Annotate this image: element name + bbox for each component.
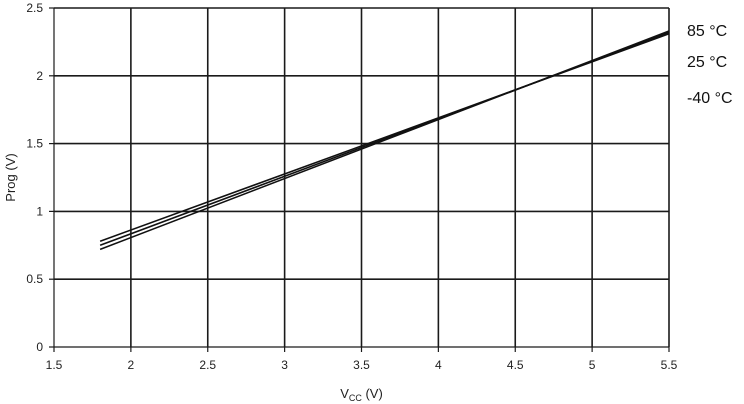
y-tick-label: 0.5 [26,272,43,286]
legend-entry-2: -40 °C [687,90,733,107]
x-tick-label: 3.5 [353,358,370,372]
axes [49,7,670,352]
x-tick-labels: 1.5 2 2.5 3 3.5 4 4.5 5 5.5 [46,358,678,372]
x-tick-label: 3 [281,358,288,372]
x-tick-label: 1.5 [46,358,63,372]
grid [54,7,670,347]
y-tick-label: 1 [36,204,43,218]
x-tick-label: 4 [435,358,442,372]
legend-entry-0: 85 °C [687,23,727,40]
series-line-2 [99,30,670,251]
legend-entry-1: 25 °C [687,54,727,71]
x-tick-label: 2.5 [199,358,216,372]
x-tick-label: 2 [128,358,135,372]
legend: 85 °C 25 °C -40 °C [687,23,733,107]
y-axis-label: Prog (V) [3,153,18,201]
x-axis-label-unit: (V) [362,386,383,401]
y-tick-labels: 0 0.5 1 1.5 2 2.5 [26,1,43,354]
y-tick-label: 2.5 [26,1,43,15]
y-tick-label: 2 [36,69,43,83]
x-tick-label: 5.5 [661,358,678,372]
x-axis-label-subscript: CC [349,393,362,403]
x-tick-label: 4.5 [507,358,524,372]
series-lines [99,30,670,251]
x-axis-label: VCC (V) [340,386,383,403]
x-axis-label-main: V [340,386,349,401]
x-tick-label: 5 [589,358,596,372]
y-tick-label: 0 [36,340,43,354]
y-tick-label: 1.5 [26,137,43,151]
